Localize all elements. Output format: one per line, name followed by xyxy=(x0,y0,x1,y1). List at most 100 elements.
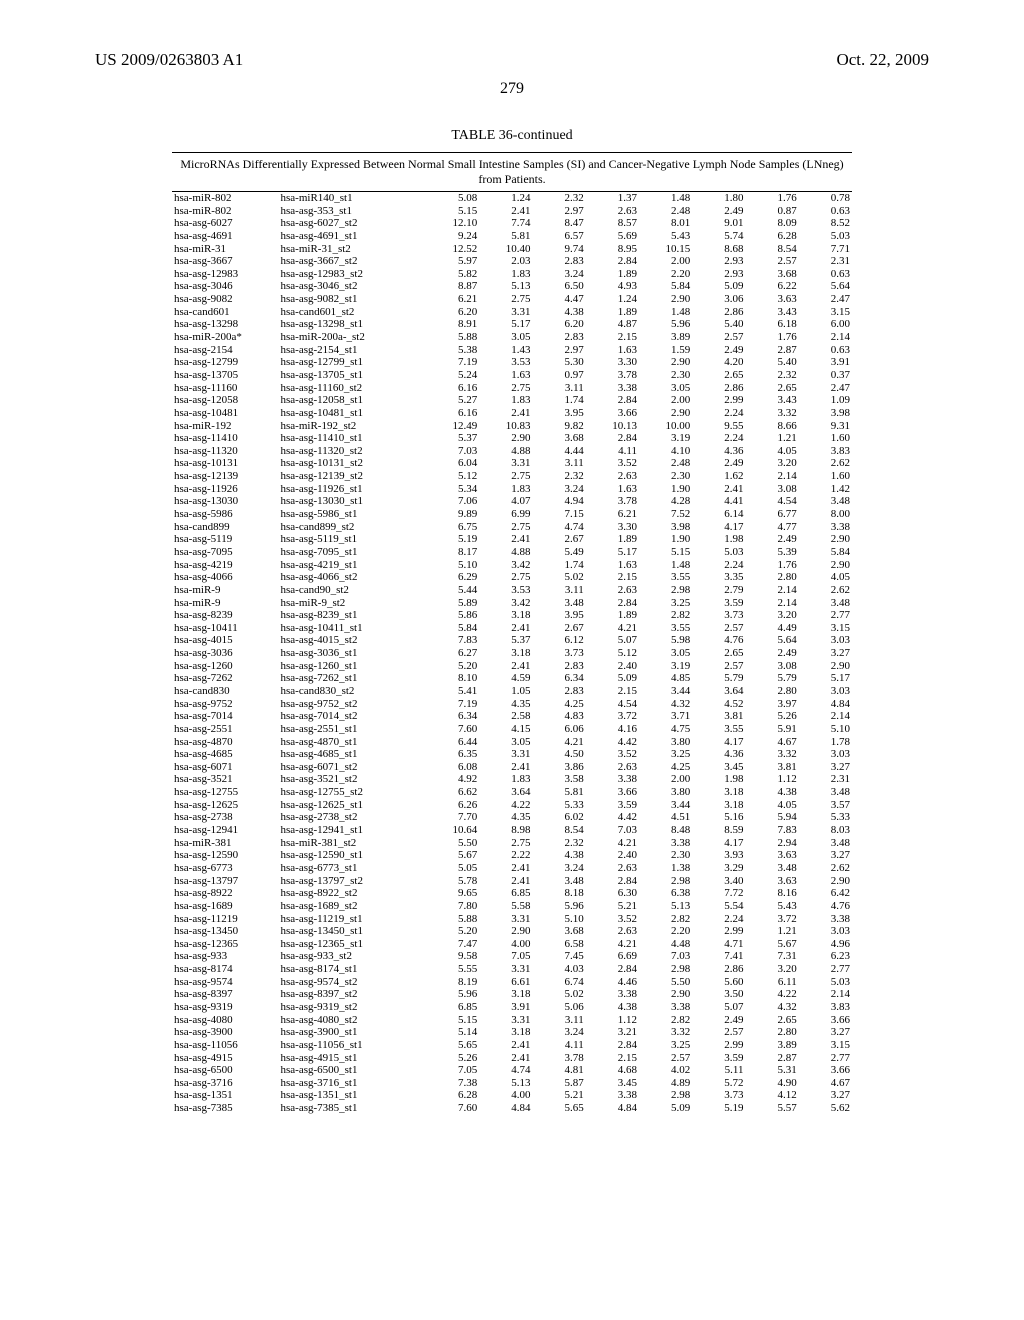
row-value: 3.03 xyxy=(799,748,852,761)
row-value: 1.12 xyxy=(586,1014,639,1027)
row-label: hsa-asg-5119_st1 xyxy=(279,533,426,546)
table-row: hsa-asg-3667hsa-asg-3667_st25.972.032.83… xyxy=(172,255,852,268)
row-value: 2.41 xyxy=(479,622,532,635)
row-value: 2.98 xyxy=(639,584,692,597)
row-label: hsa-asg-4870 xyxy=(172,736,279,749)
row-value: 1.59 xyxy=(639,344,692,357)
row-value: 3.53 xyxy=(479,356,532,369)
row-value: 3.30 xyxy=(586,521,639,534)
row-label: hsa-asg-12799 xyxy=(172,356,279,369)
row-value: 6.74 xyxy=(532,976,585,989)
row-value: 4.48 xyxy=(639,938,692,951)
row-value: 5.81 xyxy=(479,230,532,243)
table-row: hsa-asg-1260hsa-asg-1260_st15.202.412.83… xyxy=(172,660,852,673)
row-label: hsa-miR140_st1 xyxy=(279,192,426,205)
row-label: hsa-asg-13797 xyxy=(172,875,279,888)
row-value: 2.41 xyxy=(692,483,745,496)
row-value: 8.59 xyxy=(692,824,745,837)
table-row: hsa-asg-6027hsa-asg-6027_st212.107.748.4… xyxy=(172,217,852,230)
row-label: hsa-asg-6773 xyxy=(172,862,279,875)
row-label: hsa-asg-10411_st1 xyxy=(279,622,426,635)
row-value: 5.13 xyxy=(639,900,692,913)
table-row: hsa-asg-12590hsa-asg-12590_st15.672.224.… xyxy=(172,849,852,862)
row-value: 2.90 xyxy=(799,875,852,888)
row-value: 2.15 xyxy=(586,331,639,344)
row-label: hsa-asg-1260_st1 xyxy=(279,660,426,673)
row-value: 3.05 xyxy=(639,382,692,395)
row-value: 2.48 xyxy=(639,205,692,218)
row-value: 2.41 xyxy=(479,1039,532,1052)
row-value: 4.38 xyxy=(532,849,585,862)
table-row: hsa-miR-381hsa-miR-381_st25.502.752.324.… xyxy=(172,837,852,850)
table-row: hsa-asg-8922hsa-asg-8922_st29.656.858.18… xyxy=(172,887,852,900)
row-value: 3.44 xyxy=(639,799,692,812)
row-value: 3.20 xyxy=(745,963,798,976)
row-value: 3.24 xyxy=(532,1026,585,1039)
row-value: 3.38 xyxy=(639,837,692,850)
row-value: 2.93 xyxy=(692,268,745,281)
row-value: 7.03 xyxy=(639,950,692,963)
row-value: 5.15 xyxy=(639,546,692,559)
row-value: 2.90 xyxy=(799,660,852,673)
row-label: hsa-asg-933_st2 xyxy=(279,950,426,963)
row-value: 4.94 xyxy=(532,495,585,508)
row-value: 4.51 xyxy=(639,811,692,824)
row-value: 1.80 xyxy=(692,192,745,205)
row-value: 4.05 xyxy=(745,799,798,812)
row-value: 0.63 xyxy=(799,344,852,357)
row-value: 5.43 xyxy=(639,230,692,243)
row-label: hsa-asg-6027_st2 xyxy=(279,217,426,230)
row-label: hsa-asg-13705_st1 xyxy=(279,369,426,382)
row-value: 3.27 xyxy=(799,647,852,660)
table-row: hsa-asg-6071hsa-asg-6071_st26.082.413.86… xyxy=(172,761,852,774)
row-label: hsa-asg-12983_st2 xyxy=(279,268,426,281)
row-value: 4.89 xyxy=(639,1077,692,1090)
table-row: hsa-miR-9hsa-miR-9_st25.893.423.482.843.… xyxy=(172,597,852,610)
row-value: 7.72 xyxy=(692,887,745,900)
row-label: hsa-asg-11410_st1 xyxy=(279,432,426,445)
row-value: 3.11 xyxy=(532,1014,585,1027)
row-value: 2.77 xyxy=(799,963,852,976)
row-value: 5.69 xyxy=(586,230,639,243)
row-label: hsa-asg-13030 xyxy=(172,495,279,508)
row-value: 3.08 xyxy=(745,660,798,673)
row-value: 4.88 xyxy=(479,445,532,458)
row-value: 2.00 xyxy=(639,773,692,786)
row-value: 7.70 xyxy=(426,811,479,824)
row-label: hsa-asg-4870_st1 xyxy=(279,736,426,749)
row-value: 7.03 xyxy=(586,824,639,837)
row-value: 4.54 xyxy=(745,495,798,508)
row-value: 4.59 xyxy=(479,672,532,685)
row-value: 6.00 xyxy=(799,318,852,331)
row-value: 4.21 xyxy=(586,622,639,635)
row-value: 3.63 xyxy=(745,293,798,306)
row-value: 2.67 xyxy=(532,533,585,546)
row-value: 7.60 xyxy=(426,723,479,736)
row-value: 5.15 xyxy=(426,205,479,218)
row-value: 3.48 xyxy=(799,837,852,850)
row-value: 4.16 xyxy=(586,723,639,736)
row-value: 2.31 xyxy=(799,773,852,786)
row-value: 4.90 xyxy=(745,1077,798,1090)
table-row: hsa-asg-4685hsa-asg-4685_st16.353.314.50… xyxy=(172,748,852,761)
row-value: 3.18 xyxy=(479,988,532,1001)
row-value: 4.22 xyxy=(745,988,798,1001)
table-row: hsa-asg-3716hsa-asg-3716_st17.385.135.87… xyxy=(172,1077,852,1090)
row-value: 5.26 xyxy=(745,710,798,723)
row-value: 6.16 xyxy=(426,382,479,395)
row-value: 3.31 xyxy=(479,1014,532,1027)
row-value: 4.76 xyxy=(692,634,745,647)
row-value: 6.42 xyxy=(799,887,852,900)
row-value: 5.57 xyxy=(745,1102,798,1115)
row-label: hsa-cand830 xyxy=(172,685,279,698)
table-row: hsa-asg-2738hsa-asg-2738_st27.704.356.02… xyxy=(172,811,852,824)
row-label: hsa-asg-5119 xyxy=(172,533,279,546)
row-value: 3.73 xyxy=(692,1089,745,1102)
row-label: hsa-asg-1689 xyxy=(172,900,279,913)
row-value: 6.27 xyxy=(426,647,479,660)
row-value: 2.90 xyxy=(639,293,692,306)
row-value: 5.67 xyxy=(426,849,479,862)
row-value: 2.30 xyxy=(639,470,692,483)
row-value: 6.20 xyxy=(532,318,585,331)
row-value: 0.63 xyxy=(799,268,852,281)
